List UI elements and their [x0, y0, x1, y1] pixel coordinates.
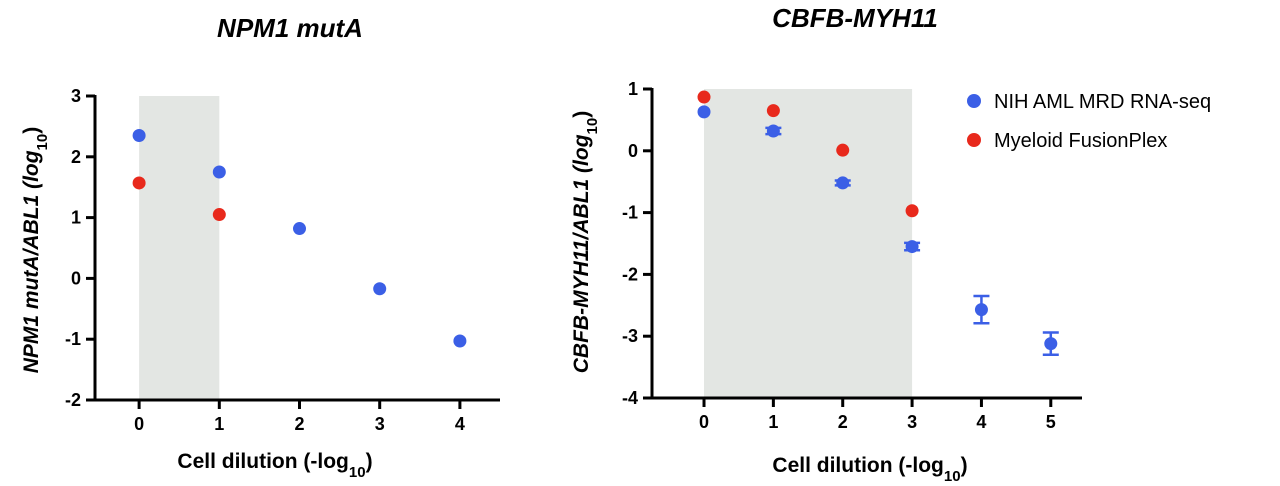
legend-label-fusionplex: Myeloid FusionPlex	[994, 130, 1167, 152]
y-tick-label: -1	[622, 203, 638, 223]
x-tick-label: 1	[768, 412, 778, 432]
chart-1-xlabel: Cell dilution (-log10)	[177, 450, 372, 481]
data-point-nih	[373, 282, 387, 296]
shaded-region	[704, 89, 913, 398]
y-tick-label: -3	[622, 326, 638, 346]
x-tick-label: 5	[1046, 412, 1056, 432]
y-tick-label: 0	[628, 141, 638, 161]
x-tick-label: 2	[838, 412, 848, 432]
x-tick-label: 0	[134, 414, 144, 434]
chart-1-title: NPM1 mutA	[217, 13, 363, 43]
data-point-fusionplex	[905, 204, 919, 218]
x-tick-label: 4	[455, 414, 465, 434]
legend-marker-fusionplex	[967, 133, 981, 147]
x-tick-label: 3	[907, 412, 917, 432]
y-tick-label: 0	[71, 268, 81, 288]
y-tick-label: 1	[71, 208, 81, 228]
y-tick-label: -2	[65, 390, 81, 410]
y-tick-label: -1	[65, 329, 81, 349]
data-point-nih	[453, 334, 467, 348]
data-point-nih	[974, 303, 988, 317]
x-tick-label: 2	[294, 414, 304, 434]
x-tick-label: 1	[214, 414, 224, 434]
data-point-nih	[836, 176, 850, 190]
y-tick-label: 3	[71, 86, 81, 106]
data-point-nih	[293, 222, 307, 236]
shaded-region	[139, 96, 220, 400]
y-tick-label: 1	[628, 79, 638, 99]
chart-1-plot-area: 3 2 1 0 -1 -2 0 1 2 3 4	[65, 86, 500, 434]
data-point-nih	[697, 105, 711, 119]
x-tick-label: 4	[976, 412, 986, 432]
y-tick-label: 2	[71, 147, 81, 167]
data-point-nih	[212, 165, 226, 179]
data-point-fusionplex	[766, 104, 780, 118]
data-point-fusionplex	[132, 176, 146, 190]
legend-marker-nih	[967, 94, 981, 108]
data-point-fusionplex	[836, 143, 850, 157]
x-tick-label: 0	[699, 412, 709, 432]
chart-2-title: CBFB-MYH11	[772, 3, 938, 33]
chart-2-plot-area: 1 0 -1 -2 -3 -4 0 1 2 3 4 5	[622, 79, 1082, 432]
y-tick-label: -2	[622, 264, 638, 284]
legend-label-nih: NIH AML MRD RNA-seq	[994, 91, 1211, 113]
chart-2-ylabel: CBFB-MYH11/ABL1 (log10)	[570, 111, 601, 373]
data-point-fusionplex	[212, 208, 226, 222]
data-point-nih	[1044, 337, 1058, 351]
data-point-nih	[905, 240, 919, 254]
x-tick-label: 3	[375, 414, 385, 434]
data-point-fusionplex	[697, 90, 711, 104]
legend: NIH AML MRD RNA-seq Myeloid FusionPlex	[967, 91, 1211, 152]
data-point-nih	[766, 124, 780, 138]
data-point-nih	[132, 129, 146, 143]
chart-1-ylabel: NPM1 mutA/ABL1 (log10)	[20, 127, 51, 374]
chart-2-xlabel: Cell dilution (-log10)	[772, 454, 967, 485]
y-tick-label: -4	[622, 388, 638, 408]
